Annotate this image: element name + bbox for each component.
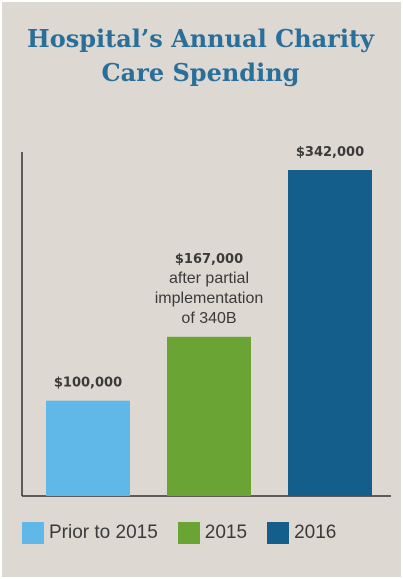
- legend-swatch-2015: [177, 522, 200, 544]
- data-label-prior-to-2015: $100,000: [54, 376, 122, 391]
- legend-item-prior-to-2015: Prior to 2015: [22, 522, 158, 544]
- annotation-line-2: implementation: [155, 290, 264, 307]
- data-label-2016: $342,000: [296, 145, 364, 160]
- bar-2016: [288, 170, 372, 496]
- annotation-line-1: after partial: [169, 270, 249, 287]
- chart-title-line-2: Care Spending: [101, 58, 300, 87]
- legend-label-2015: 2015: [204, 522, 248, 543]
- legend-label-2016: 2016: [294, 522, 337, 543]
- legend-swatch-2016: [267, 522, 290, 544]
- bar-prior-to-2015: [46, 400, 130, 496]
- data-label-2015: $167,000: [175, 252, 243, 267]
- legend: Prior to 2015 2015 2016: [22, 518, 336, 548]
- annotation-line-3: of 340B: [181, 310, 236, 327]
- legend-item-2015: 2015: [177, 522, 248, 544]
- bar-2015: [167, 336, 251, 496]
- data-labels: $100,000 $167,000 after partial implementat…: [54, 145, 364, 391]
- chart-title: Hospital’s Annual Charity Care Spending: [8, 22, 393, 90]
- legend-swatch-prior-to-2015: [22, 522, 44, 544]
- legend-label-prior-to-2015: Prior to 2015: [49, 522, 158, 543]
- legend-item-2016: 2016: [267, 522, 336, 544]
- bars: [46, 170, 372, 496]
- chart-title-line-1: Hospital’s Annual Charity: [27, 24, 374, 53]
